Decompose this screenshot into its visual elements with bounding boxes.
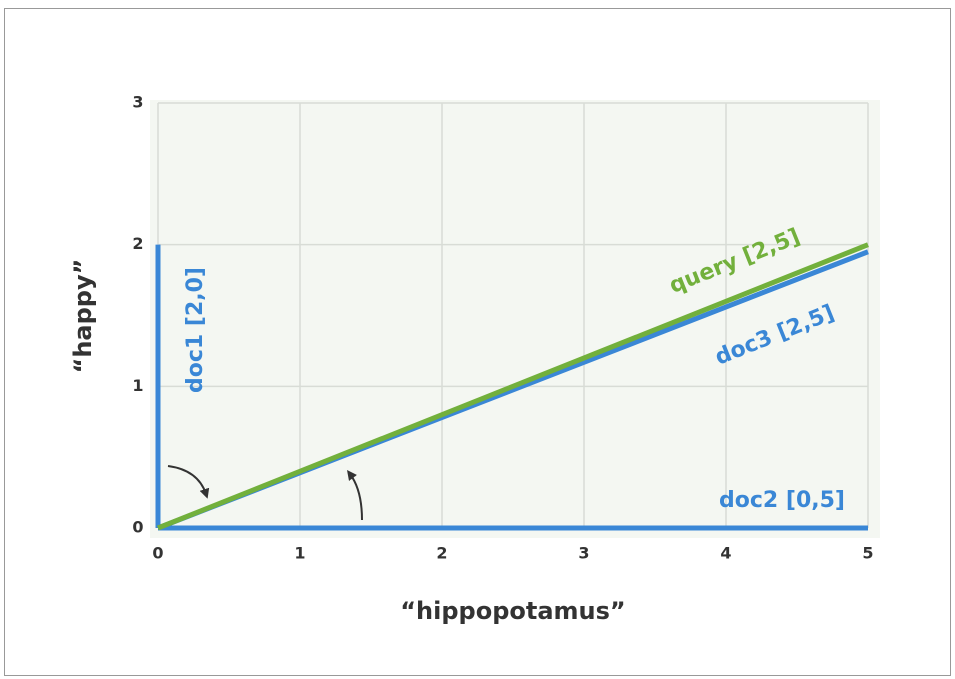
x-tick-label: 4 bbox=[720, 544, 731, 563]
x-tick-label: 2 bbox=[436, 544, 447, 563]
x-tick-label: 3 bbox=[578, 544, 589, 563]
plot-background bbox=[150, 100, 880, 538]
vector-line bbox=[157, 242, 869, 531]
y-tick-label: 1 bbox=[132, 376, 143, 395]
x-tick-label: 1 bbox=[294, 544, 305, 563]
y-tick-label: 3 bbox=[132, 93, 143, 112]
y-tick-label: 2 bbox=[132, 234, 143, 253]
angle-arrow bbox=[347, 469, 363, 521]
y-axis-label: “happy” bbox=[69, 259, 97, 374]
x-tick-label: 0 bbox=[152, 544, 163, 563]
y-tick-label: 0 bbox=[132, 518, 143, 537]
angle-arrow bbox=[167, 465, 210, 499]
x-axis-label: “hippopotamus” bbox=[400, 597, 625, 625]
series-label: doc2 [0,5] bbox=[719, 488, 845, 513]
x-tick-label: 5 bbox=[862, 544, 873, 563]
series-label: doc1 [2,0] bbox=[183, 267, 208, 393]
